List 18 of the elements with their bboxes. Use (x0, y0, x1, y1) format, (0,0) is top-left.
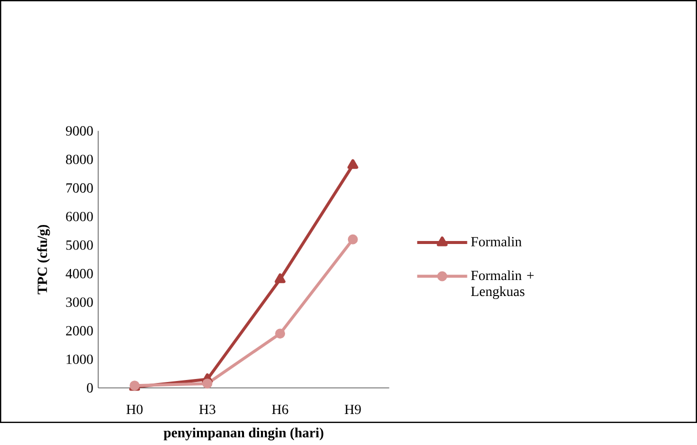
y-tick-label: 2000 (66, 326, 93, 336)
legend-label: Formalin + Lengkuas (471, 270, 534, 299)
y-tick-label: 6000 (66, 212, 93, 222)
y-tick-label: 8000 (66, 154, 93, 164)
x-tick-label: H3 (199, 404, 216, 414)
x-tick-label: H9 (344, 404, 361, 414)
y-tick-label: 1000 (66, 354, 93, 364)
y-tick-label: 0 (86, 383, 93, 393)
x-tick-label: H6 (272, 404, 288, 414)
y-tick-label: 3000 (66, 297, 93, 307)
x-axis-title: penyimpanan dingin (hari) (164, 428, 324, 440)
y-tick-label: 5000 (66, 240, 93, 250)
y-tick-label: 4000 (66, 268, 93, 278)
x-tick-label: H0 (126, 404, 143, 414)
y-axis-title: TPC (cfu/g) (37, 224, 50, 294)
legend-label: Formalin (471, 236, 522, 246)
y-tick-label: 7000 (66, 183, 93, 193)
y-tick-label: 9000 (66, 126, 93, 136)
